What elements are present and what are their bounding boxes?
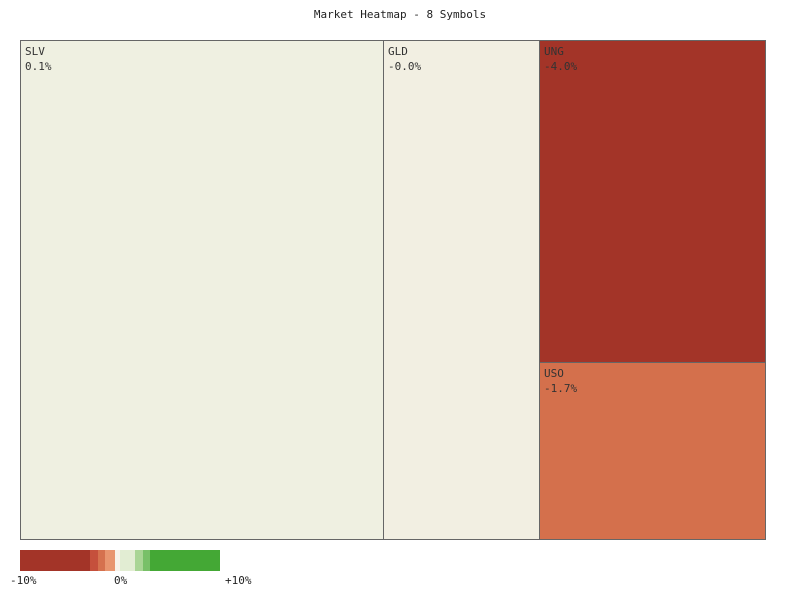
- legend-color-segment: [135, 550, 143, 571]
- tile-ung[interactable]: UNG -4.0%: [539, 40, 766, 363]
- legend-color-segment: [90, 550, 98, 571]
- legend-color-segment: [150, 550, 220, 571]
- legend-color-segment: [98, 550, 105, 571]
- tile-change: -4.0%: [544, 60, 578, 73]
- tile-symbol: SLV: [25, 45, 45, 58]
- tile-change: -0.0%: [388, 60, 422, 73]
- tile-uso[interactable]: USO -1.7%: [539, 362, 766, 540]
- chart-title: Market Heatmap - 8 Symbols: [313, 8, 487, 21]
- legend-color-segment: [120, 550, 135, 571]
- tile-symbol: GLD: [388, 45, 408, 58]
- legend-color-segment: [20, 550, 90, 571]
- legend-min-label: -10%: [10, 574, 37, 587]
- tile-slv[interactable]: SLV 0.1%: [20, 40, 384, 540]
- tile-change: 0.1%: [25, 60, 52, 73]
- legend-color-segment: [105, 550, 115, 571]
- legend-mid-label: 0%: [114, 574, 128, 587]
- tile-change: -1.7%: [544, 382, 578, 395]
- legend-color-segment: [115, 550, 120, 571]
- tile-gld[interactable]: GLD -0.0%: [383, 40, 540, 540]
- legend-color-segment: [143, 550, 150, 571]
- legend-max-label: +10%: [225, 574, 252, 587]
- tile-symbol: UNG: [544, 45, 564, 58]
- tile-symbol: USO: [544, 367, 564, 380]
- color-legend-bar: [20, 550, 220, 571]
